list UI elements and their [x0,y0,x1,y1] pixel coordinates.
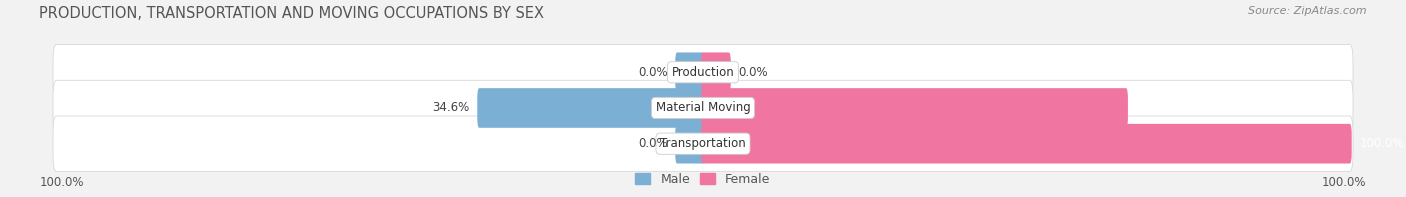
FancyBboxPatch shape [477,88,704,128]
Text: 65.4%: 65.4% [1136,101,1173,114]
Text: Source: ZipAtlas.com: Source: ZipAtlas.com [1249,6,1367,16]
Text: 0.0%: 0.0% [638,137,668,150]
FancyBboxPatch shape [702,88,1128,128]
Text: 100.0%: 100.0% [1322,176,1367,189]
Text: Material Moving: Material Moving [655,101,751,114]
FancyBboxPatch shape [675,52,704,92]
Text: 0.0%: 0.0% [738,66,768,79]
FancyBboxPatch shape [702,52,731,92]
FancyBboxPatch shape [53,80,1353,136]
Text: Production: Production [672,66,734,79]
Legend: Male, Female: Male, Female [630,168,776,191]
Text: 100.0%: 100.0% [1360,137,1405,150]
Text: PRODUCTION, TRANSPORTATION AND MOVING OCCUPATIONS BY SEX: PRODUCTION, TRANSPORTATION AND MOVING OC… [39,6,544,21]
FancyBboxPatch shape [675,124,704,164]
Text: 0.0%: 0.0% [638,66,668,79]
Text: 100.0%: 100.0% [39,176,84,189]
Text: 34.6%: 34.6% [432,101,470,114]
FancyBboxPatch shape [702,124,1351,164]
Text: Transportation: Transportation [661,137,745,150]
FancyBboxPatch shape [53,116,1353,171]
FancyBboxPatch shape [53,45,1353,100]
